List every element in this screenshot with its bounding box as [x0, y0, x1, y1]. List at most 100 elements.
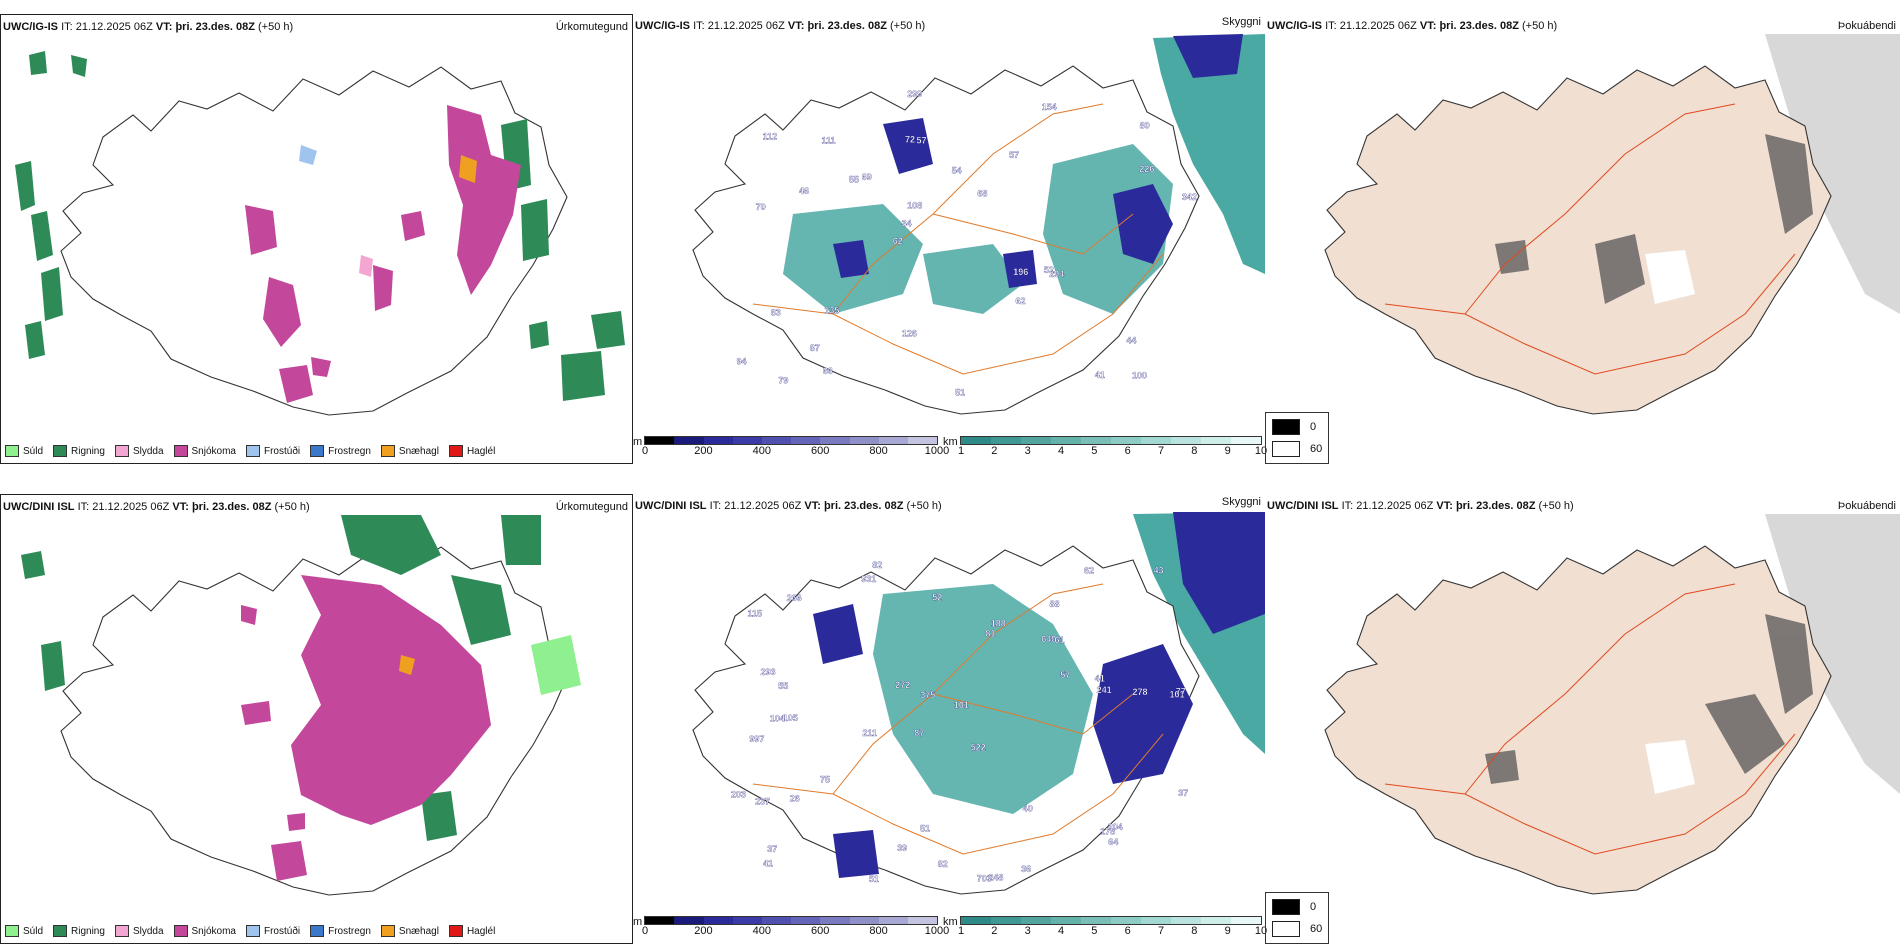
- colorbar-segment: [990, 437, 1021, 444]
- legend-swatch: [448, 925, 463, 937]
- fog-panel-top: UWC/IG-IS IT: 21.12.2025 06Z VT: þri. 23…: [1265, 14, 1900, 464]
- iceland-outline: [1324, 545, 1832, 895]
- colorbar-segment: [849, 917, 879, 924]
- fog-legend-item: 60: [1272, 441, 1322, 457]
- fog-legend-top: 0 60: [1265, 412, 1330, 464]
- fog-map-bottom: [1324, 514, 1900, 895]
- colorbar-tick-label: 1000: [924, 445, 950, 457]
- colorbar-segment: [1110, 437, 1141, 444]
- ceiling-panel-bottom: UWC/DINI ISL IT: 21.12.2025 06Z VT: þri.…: [633, 494, 1265, 944]
- colorbar-tick-label: 1: [957, 925, 965, 937]
- panel-title: Úrkomutegund: [555, 501, 628, 513]
- colorbar-segment: [878, 437, 908, 444]
- colorbar-segment: [1140, 917, 1171, 924]
- colorbar-segment: [761, 437, 792, 444]
- colorbar-tick-label: 800: [869, 925, 888, 937]
- colorbar-segment: [674, 917, 704, 924]
- legend-swatch: [173, 445, 188, 457]
- colorbar-segment: [1140, 437, 1171, 444]
- colorbar-tick-label: 8: [1191, 445, 1198, 457]
- colorbar-segment: [908, 437, 938, 444]
- legend-swatch: [114, 925, 129, 937]
- fog-legend-swatch: [1272, 899, 1300, 915]
- ceiling-map-bottom: [692, 512, 1265, 895]
- colorbar-tick-label: 10: [1254, 925, 1268, 937]
- fog-legend-item: 60: [1272, 921, 1322, 937]
- precip-legend: Súld Rigning Slydda Snjókoma Frostúði Fr…: [5, 925, 495, 937]
- colorbar-tick-label: 0: [641, 445, 649, 457]
- colorbar-segment: [820, 437, 850, 444]
- colorbar-tick-label: 800: [869, 445, 888, 457]
- colorbar-segment: [761, 917, 792, 924]
- legend-item: Slydda: [114, 445, 164, 457]
- colorbar-segment: [1230, 917, 1261, 924]
- legend-swatch: [5, 925, 19, 937]
- colorbar-tick-label: 600: [811, 445, 830, 457]
- legend-swatch: [173, 925, 188, 937]
- legend-swatch: [380, 925, 395, 937]
- legend-item: Snjókoma: [173, 925, 236, 937]
- colorbar-segment: [1080, 437, 1111, 444]
- panel-title: Úrkomutegund: [555, 21, 628, 33]
- legend-swatch: [53, 445, 68, 457]
- colorbar-segment: [645, 917, 675, 924]
- legend-item: Rigning: [53, 925, 105, 937]
- precip-panel-top: UWC/IG-IS IT: 21.12.2025 06Z VT: þri. 23…: [0, 14, 633, 464]
- colorbar-tick-label: 400: [752, 445, 771, 457]
- panel-title: Þokuábendi: [1837, 20, 1896, 32]
- colorbar-tick-label: 4: [1057, 925, 1065, 937]
- legend-item: Frostúði: [245, 925, 300, 937]
- run-info-header: UWC/DINI ISL IT: 21.12.2025 06Z VT: þri.…: [3, 501, 310, 513]
- precip-legend: Súld Rigning Slydda Snjókoma Frostúði Fr…: [5, 445, 495, 457]
- legend-item: Haglél: [448, 445, 495, 457]
- colorbar-segment: [732, 437, 762, 444]
- fog-legend-swatch: [1272, 419, 1300, 435]
- fog-legend-swatch: [1272, 441, 1300, 457]
- ceiling-map-top: [692, 34, 1265, 415]
- colorbar-segment: [1050, 437, 1081, 444]
- legend-item: Frostúði: [245, 445, 300, 457]
- legend-swatch: [53, 925, 68, 937]
- iceland-outline: [1324, 65, 1832, 415]
- colorbar-tick-label: 6: [1124, 925, 1131, 937]
- legend-swatch: [5, 445, 19, 457]
- fog-legend-item: 0: [1272, 419, 1322, 435]
- colorbar-tick-label: 2: [991, 925, 998, 937]
- iceland-outline: [60, 66, 568, 416]
- colorbar-segment: [1170, 917, 1201, 924]
- fog-panel-bottom: UWC/DINI ISL IT: 21.12.2025 06Z VT: þri.…: [1265, 494, 1900, 944]
- colorbar-tick-label: 2: [991, 445, 998, 457]
- colorbar-segment: [703, 917, 733, 924]
- legend-item: Snjókoma: [173, 445, 236, 457]
- rain-areas: [15, 51, 625, 401]
- legend-item: Súld: [5, 925, 43, 937]
- run-info-header: UWC/IG-IS IT: 21.12.2025 06Z VT: þri. 23…: [635, 20, 926, 32]
- colorbar-segment: [1020, 917, 1051, 924]
- panel-title: Skyggni: [1221, 496, 1261, 508]
- colorbar-segment: [674, 437, 704, 444]
- legend-swatch: [310, 925, 325, 937]
- colorbar-tick-label: 200: [694, 925, 713, 937]
- run-info-header: UWC/IG-IS IT: 21.12.2025 06Z VT: þri. 23…: [1267, 20, 1558, 32]
- colorbar-segment: [791, 917, 821, 924]
- legend-item: Rigning: [53, 445, 105, 457]
- ceiling-colorbar-top: m 0 200 400 600 800 1000: [633, 436, 950, 457]
- fog-legend-bottom: 0 60: [1265, 892, 1330, 944]
- colorbar-tick-label: 5: [1091, 445, 1098, 457]
- colorbar-tick-label: 6: [1124, 445, 1131, 457]
- run-info-header: UWC/DINI ISL IT: 21.12.2025 06Z VT: þri.…: [635, 500, 942, 512]
- panel-title: Skyggni: [1221, 16, 1261, 28]
- visibility-colorbar-top: km 1 2 3 4 5 6 7 8 9 10: [943, 436, 1268, 457]
- legend-item: Snæhagl: [380, 445, 439, 457]
- colorbar-segment: [1020, 437, 1051, 444]
- colorbar-tick-label: 9: [1224, 445, 1231, 457]
- colorbar-segment: [703, 437, 733, 444]
- colorbar-segment: [1110, 917, 1141, 924]
- colorbar-segment: [849, 437, 879, 444]
- colorbar-segment: [1200, 437, 1231, 444]
- colorbar-tick-label: 600: [811, 925, 830, 937]
- iceland-outline: [692, 65, 1200, 415]
- ceiling-colorbar-bottom: m 0 200 400 600 800 1000: [633, 916, 950, 937]
- visibility-colorbar-bottom: km 1 2 3 4 5 6 7 8 9 10: [943, 916, 1268, 937]
- colorbar-tick-label: 7: [1157, 925, 1165, 937]
